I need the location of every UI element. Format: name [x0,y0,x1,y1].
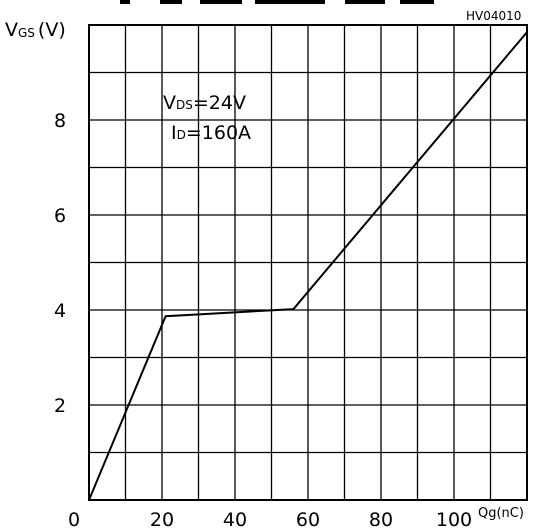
x-tick-label: 0 [68,509,80,530]
vds-condition: VDS=24V [163,92,246,114]
clipped-title [120,0,434,4]
y-axis-symbol: V [5,19,18,41]
figure-code: HV04010 [466,9,521,23]
x-tick-label: 40 [223,509,247,530]
test-conditions: VDS=24V ID=160A [163,92,251,144]
grid-lines [89,25,527,500]
y-axis-title: VGS (V) [5,19,66,41]
x-tick-label: 80 [369,509,393,530]
y-axis-subscript: GS [18,26,35,40]
x-tick-label: 100 [436,509,472,530]
y-tick-label: 4 [54,300,66,322]
x-axis-unit: Qg(nC) [478,506,524,521]
y-tick-labels: 2 4 6 8 [54,110,66,417]
x-tick-label: 60 [296,509,320,530]
y-tick-label: 8 [54,110,66,132]
x-tick-labels: 0 20 40 60 80 100 [68,509,472,530]
y-axis-unit: (V) [38,19,66,41]
id-condition: ID=160A [171,122,251,144]
plot-frame [88,24,528,501]
y-tick-label: 6 [54,205,66,227]
y-tick-label: 2 [54,395,66,417]
x-tick-label: 20 [150,509,174,530]
vgs-vs-qg-curve [88,31,528,501]
